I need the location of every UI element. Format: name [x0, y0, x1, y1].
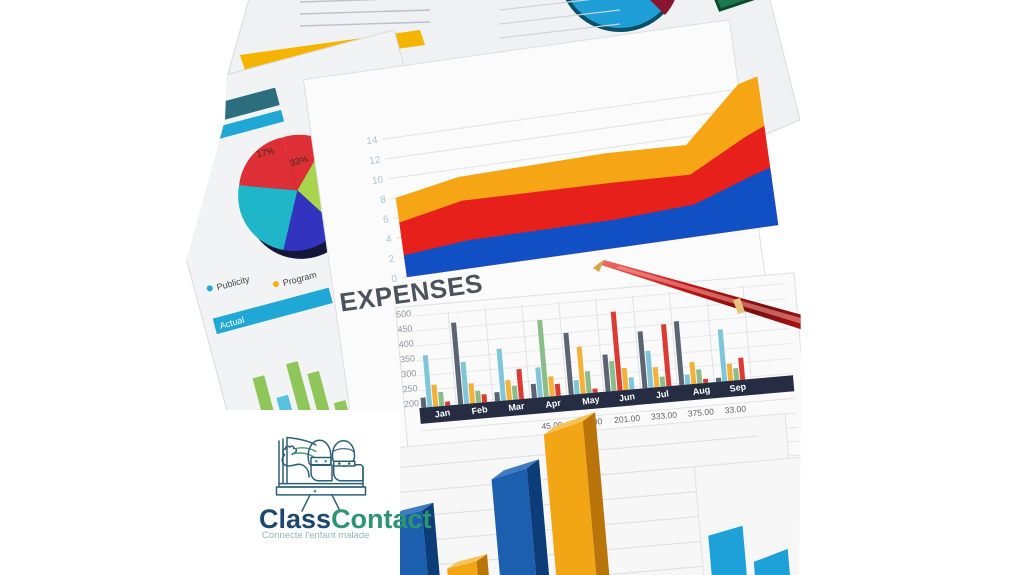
svg-text:Connecte l'enfant malade: Connecte l'enfant malade [262, 530, 369, 541]
svg-text:33.00: 33.00 [724, 403, 746, 415]
svg-text:12: 12 [369, 155, 382, 168]
svg-text:500: 500 [396, 308, 412, 319]
svg-text:14: 14 [366, 135, 379, 148]
svg-text:250: 250 [402, 383, 418, 394]
svg-text:10: 10 [371, 174, 384, 187]
svg-text:400: 400 [398, 338, 414, 349]
svg-text:300: 300 [401, 368, 417, 379]
svg-text:350: 350 [400, 353, 416, 364]
svg-text:200: 200 [404, 398, 420, 409]
svg-text:450: 450 [397, 323, 413, 334]
svg-text:Jul: Jul [655, 388, 669, 400]
